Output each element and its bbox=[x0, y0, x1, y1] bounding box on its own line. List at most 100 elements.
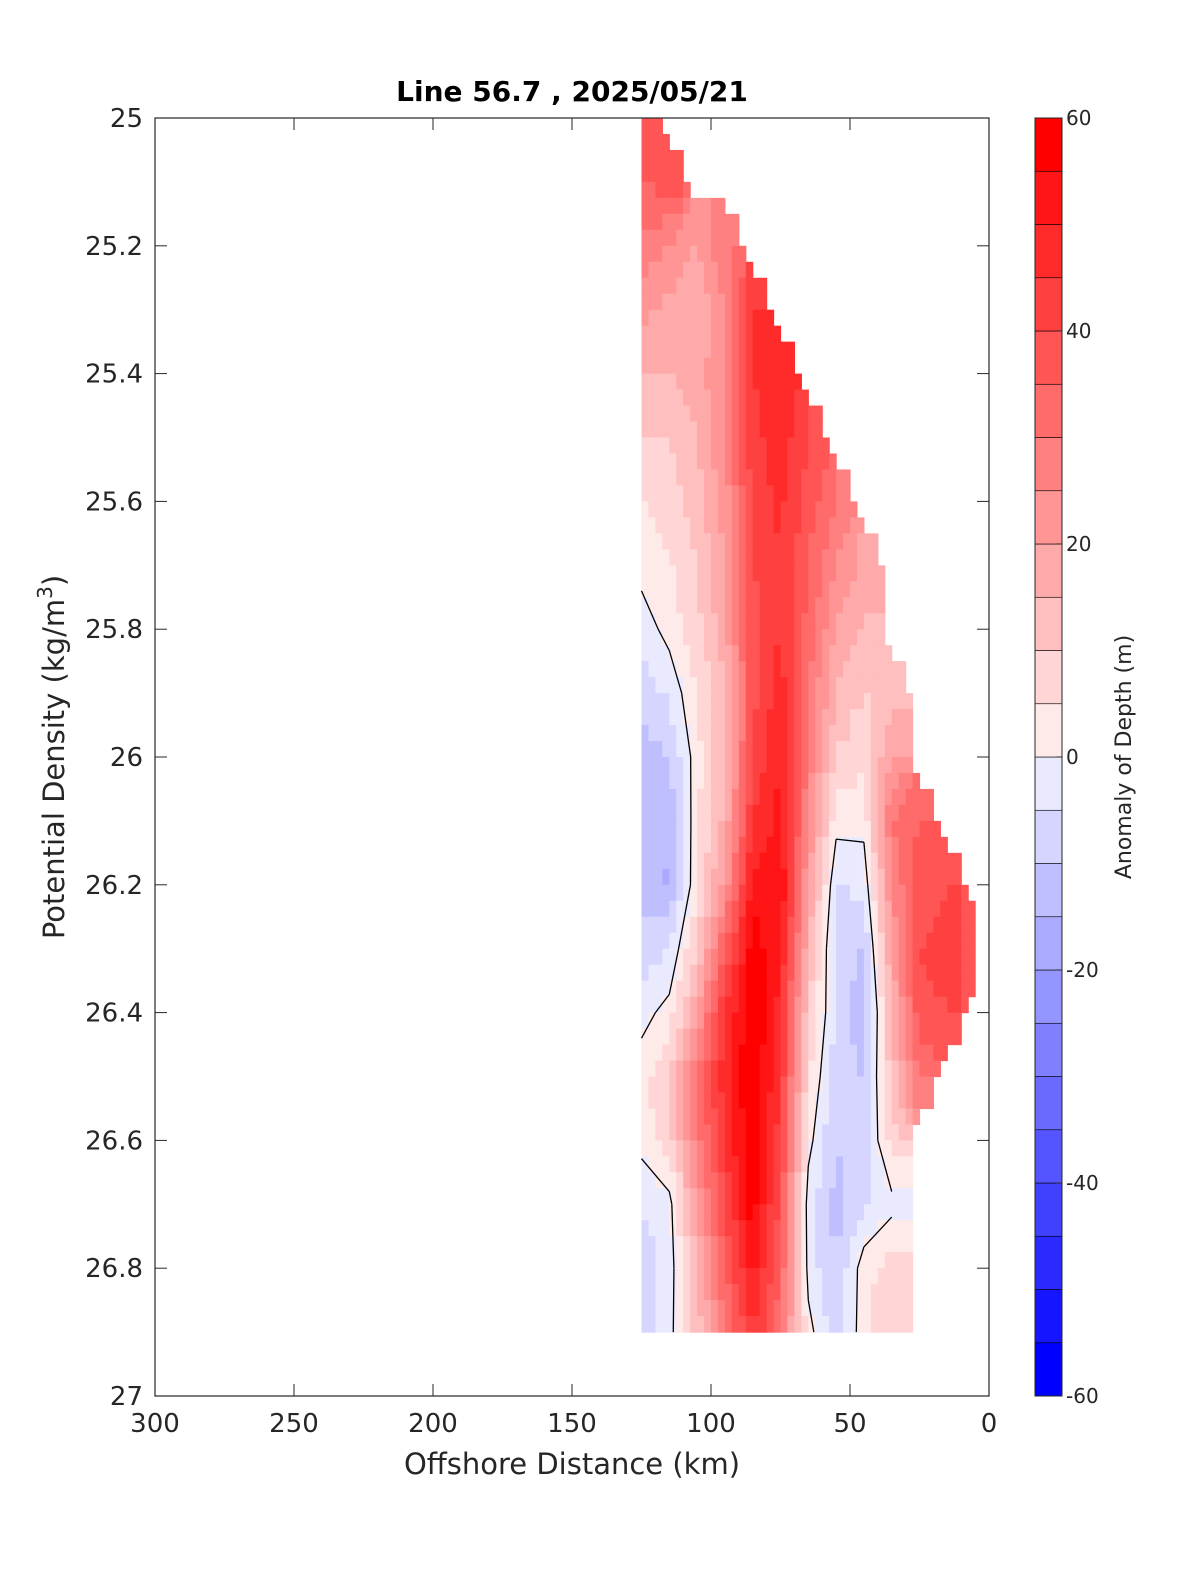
contour-cell bbox=[815, 1044, 823, 1062]
contour-cell bbox=[877, 757, 886, 774]
contour-cell bbox=[690, 197, 698, 215]
contour-cell bbox=[905, 1252, 914, 1269]
contour-cell bbox=[683, 437, 691, 455]
contour-cell bbox=[801, 645, 809, 662]
contour-cell bbox=[891, 804, 900, 822]
contour-cell bbox=[648, 1124, 656, 1141]
contour-cell bbox=[836, 932, 844, 950]
contour-cell bbox=[683, 1124, 691, 1141]
contour-cell bbox=[648, 1060, 656, 1078]
contour-cell bbox=[877, 932, 886, 950]
contour-cell bbox=[641, 1204, 650, 1221]
contour-cell bbox=[850, 1188, 858, 1205]
contour-cell bbox=[808, 948, 816, 966]
contour-cell bbox=[863, 772, 872, 790]
contour-cell bbox=[801, 916, 809, 934]
contour-cell bbox=[704, 996, 712, 1014]
contour-cell bbox=[905, 964, 914, 982]
contour-cell bbox=[704, 820, 712, 838]
contour-cell bbox=[877, 1268, 886, 1285]
contour-cell bbox=[676, 900, 684, 918]
contour-cell bbox=[891, 1172, 900, 1189]
contour-cell bbox=[766, 932, 775, 950]
contour-cell bbox=[836, 1060, 844, 1078]
contour-cell bbox=[704, 916, 712, 934]
contour-cell bbox=[815, 804, 823, 822]
contour-cell bbox=[731, 1204, 740, 1221]
contour-cell bbox=[655, 565, 663, 582]
contour-cell bbox=[933, 1012, 941, 1030]
contour-cell bbox=[836, 613, 844, 630]
contour-cell bbox=[836, 900, 844, 918]
contour-cell bbox=[690, 1092, 698, 1110]
contour-cell bbox=[655, 325, 663, 343]
zero-contour-segment bbox=[641, 1158, 670, 1192]
contour-cell bbox=[711, 661, 719, 678]
contour-cell bbox=[877, 661, 886, 678]
contour-cell bbox=[961, 916, 969, 934]
contour-cell bbox=[759, 1204, 768, 1221]
colorbar-band bbox=[1034, 1182, 1063, 1237]
contour-cell bbox=[905, 709, 914, 726]
contour-cell bbox=[884, 1108, 893, 1126]
contour-cell bbox=[704, 1252, 712, 1269]
contour-cell bbox=[711, 1220, 719, 1237]
contour-cell bbox=[641, 1220, 650, 1237]
contour-cell bbox=[954, 932, 962, 950]
contour-cell bbox=[676, 1188, 684, 1205]
contour-cell bbox=[752, 533, 761, 550]
contour-cell bbox=[690, 1188, 698, 1205]
contour-cell bbox=[815, 549, 823, 566]
contour-cell bbox=[843, 549, 851, 566]
contour-cell bbox=[752, 613, 761, 630]
contour-cell bbox=[690, 725, 698, 742]
contour-cell bbox=[836, 501, 844, 518]
contour-cell bbox=[690, 293, 698, 311]
contour-cell bbox=[870, 1092, 879, 1110]
contour-cell bbox=[697, 852, 705, 870]
contour-cell bbox=[724, 1140, 733, 1157]
contour-cell bbox=[704, 1108, 712, 1126]
contour-cell bbox=[662, 741, 670, 758]
contour-cell bbox=[850, 725, 858, 742]
contour-cell bbox=[843, 1156, 851, 1173]
contour-cell bbox=[898, 1188, 907, 1205]
contour-cell bbox=[843, 757, 851, 774]
contour-cell bbox=[711, 932, 719, 950]
contour-cell bbox=[794, 1236, 802, 1253]
contour-cell bbox=[724, 1252, 733, 1269]
contour-cell bbox=[731, 453, 740, 471]
contour-cell bbox=[829, 1108, 837, 1126]
contour-cell bbox=[697, 213, 705, 231]
contour-cell bbox=[745, 421, 754, 439]
contour-cell bbox=[759, 469, 768, 487]
contour-cell bbox=[731, 804, 740, 822]
contour-cell bbox=[822, 645, 830, 662]
contour-cell bbox=[794, 757, 802, 774]
contour-cell bbox=[745, 325, 754, 343]
contour-cell bbox=[905, 852, 914, 870]
contour-cell bbox=[690, 437, 698, 455]
contour-cell bbox=[669, 597, 677, 614]
contour-cell bbox=[843, 1044, 851, 1062]
contour-cell bbox=[850, 1140, 858, 1157]
contour-cell bbox=[766, 836, 775, 854]
contour-cell bbox=[759, 437, 768, 455]
contour-cell bbox=[794, 1124, 802, 1141]
contour-cell bbox=[815, 1268, 823, 1285]
contour-cell bbox=[683, 1316, 691, 1333]
contour-cell bbox=[717, 1284, 726, 1301]
contour-cell bbox=[648, 405, 656, 423]
contour-cell bbox=[731, 964, 740, 982]
contour-cell bbox=[780, 1124, 789, 1141]
contour-cell bbox=[766, 900, 775, 918]
colorbar-band bbox=[1034, 703, 1063, 758]
contour-cell bbox=[773, 501, 782, 518]
contour-cell bbox=[641, 1124, 650, 1141]
contour-cell bbox=[815, 1108, 823, 1126]
contour-cell bbox=[641, 757, 650, 774]
contour-cell bbox=[759, 373, 768, 391]
contour-cell bbox=[766, 565, 775, 582]
contour-cell bbox=[940, 980, 948, 998]
